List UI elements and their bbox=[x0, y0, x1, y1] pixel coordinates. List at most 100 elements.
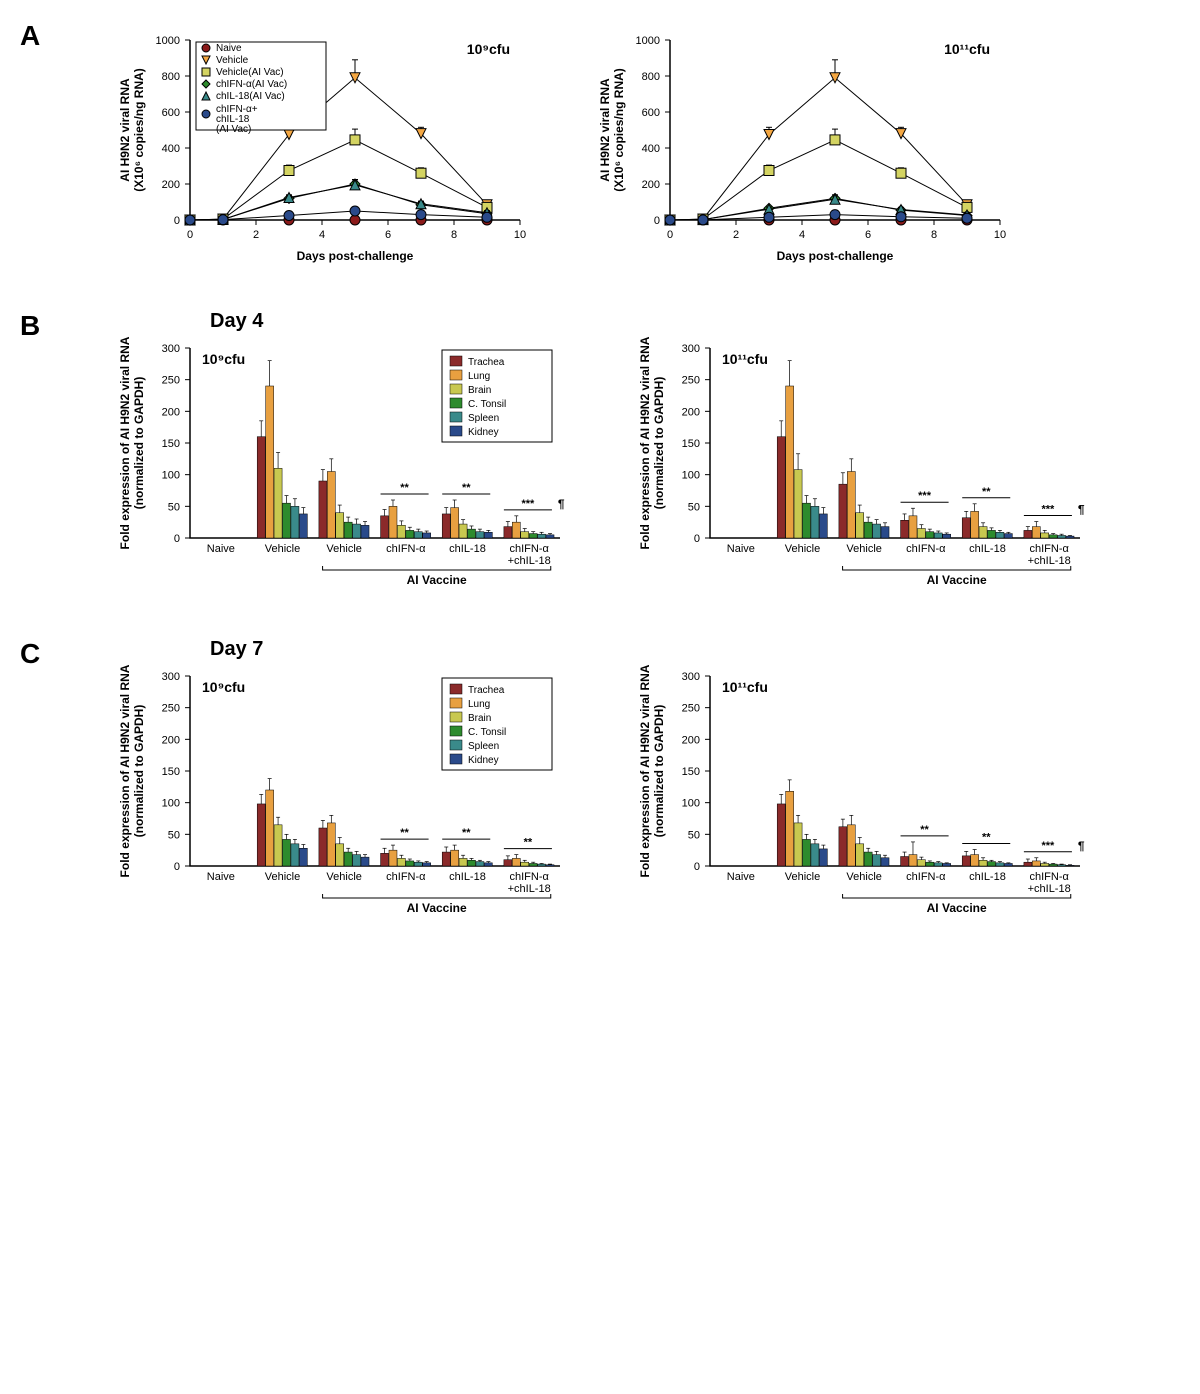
svg-text:Trachea: Trachea bbox=[468, 357, 505, 368]
svg-text:**: ** bbox=[400, 482, 409, 494]
svg-text:0: 0 bbox=[667, 229, 673, 241]
svg-text:chIL-18: chIL-18 bbox=[449, 871, 486, 883]
svg-text:0: 0 bbox=[187, 229, 193, 241]
svg-text:AI Vaccine: AI Vaccine bbox=[407, 573, 467, 587]
svg-text:chIFN-α: chIFN-α bbox=[386, 543, 426, 555]
svg-text:Brain: Brain bbox=[468, 385, 491, 396]
svg-text:+chIL-18: +chIL-18 bbox=[1028, 883, 1071, 895]
svg-text:Spleen: Spleen bbox=[468, 741, 499, 752]
svg-text:chIFN-α: chIFN-α bbox=[509, 543, 549, 555]
line-chart-a-left: 024681002004006008001000Days post-challe… bbox=[110, 20, 530, 280]
svg-text:chIL-18: chIL-18 bbox=[449, 543, 486, 555]
svg-text:8: 8 bbox=[931, 229, 937, 241]
svg-text:**: ** bbox=[982, 486, 991, 498]
svg-text:200: 200 bbox=[682, 406, 700, 418]
svg-text:AI Vaccine: AI Vaccine bbox=[927, 573, 987, 587]
svg-text:chIFN-α: chIFN-α bbox=[386, 871, 426, 883]
svg-text:Spleen: Spleen bbox=[468, 413, 499, 424]
svg-text:2: 2 bbox=[253, 229, 259, 241]
panel-b-label: B bbox=[20, 310, 60, 342]
svg-text:2: 2 bbox=[733, 229, 739, 241]
panel-a-row: A 024681002004006008001000Days post-chal… bbox=[20, 20, 1180, 280]
svg-text:¶: ¶ bbox=[558, 497, 565, 511]
svg-text:10¹¹cfu: 10¹¹cfu bbox=[944, 41, 990, 57]
svg-text:300: 300 bbox=[162, 671, 180, 683]
svg-text:Fold expression of AI H9N2 vir: Fold expression of AI H9N2 viral RNA(nor… bbox=[638, 336, 666, 549]
svg-text:0: 0 bbox=[174, 533, 180, 545]
svg-text:Brain: Brain bbox=[468, 713, 491, 724]
svg-text:200: 200 bbox=[162, 734, 180, 746]
svg-text:6: 6 bbox=[865, 229, 871, 241]
svg-text:Days post-challenge: Days post-challenge bbox=[777, 249, 894, 263]
panel-c-label: C bbox=[20, 638, 60, 670]
svg-text:Kidney: Kidney bbox=[468, 427, 499, 438]
svg-text:0: 0 bbox=[694, 861, 700, 873]
svg-text:200: 200 bbox=[642, 179, 660, 191]
svg-text:Fold expression of AI H9N2 vir: Fold expression of AI H9N2 viral RNA(nor… bbox=[638, 664, 666, 877]
bar-chart-b-right: 050100150200250300Fold expression of AI … bbox=[630, 328, 1090, 608]
svg-text:50: 50 bbox=[168, 501, 180, 513]
svg-text:100: 100 bbox=[682, 798, 700, 810]
svg-text:Vehicle: Vehicle bbox=[216, 55, 249, 66]
svg-text:50: 50 bbox=[168, 829, 180, 841]
svg-text:6: 6 bbox=[385, 229, 391, 241]
svg-text:Vehicle: Vehicle bbox=[846, 543, 881, 555]
svg-text:¶: ¶ bbox=[1078, 503, 1085, 517]
svg-text:chIL-18(AI Vac): chIL-18(AI Vac) bbox=[216, 91, 285, 102]
svg-text:8: 8 bbox=[451, 229, 457, 241]
svg-text:chIFN-α: chIFN-α bbox=[509, 871, 549, 883]
svg-text:Lung: Lung bbox=[468, 699, 490, 710]
panel-b-charts: 050100150200250300Fold expression of AI … bbox=[110, 328, 1090, 608]
svg-text:***: *** bbox=[1041, 840, 1055, 852]
svg-text:0: 0 bbox=[654, 215, 660, 227]
svg-text:100: 100 bbox=[682, 470, 700, 482]
svg-text:Naive: Naive bbox=[216, 43, 242, 54]
svg-text:**: ** bbox=[982, 832, 991, 844]
svg-text:**: ** bbox=[400, 827, 409, 839]
svg-text:600: 600 bbox=[162, 107, 180, 119]
svg-text:800: 800 bbox=[162, 71, 180, 83]
svg-text:Vehicle: Vehicle bbox=[785, 871, 820, 883]
svg-text:250: 250 bbox=[162, 375, 180, 387]
svg-text:250: 250 bbox=[682, 375, 700, 387]
svg-text:+chIL-18: +chIL-18 bbox=[508, 555, 551, 567]
svg-text:50: 50 bbox=[688, 501, 700, 513]
svg-text:AI Vaccine: AI Vaccine bbox=[407, 901, 467, 915]
bar-chart-b-left: 050100150200250300Fold expression of AI … bbox=[110, 328, 570, 608]
svg-text:Naive: Naive bbox=[727, 543, 755, 555]
svg-text:***: *** bbox=[521, 498, 535, 510]
svg-text:1000: 1000 bbox=[636, 35, 660, 47]
svg-text:Vehicle: Vehicle bbox=[326, 871, 361, 883]
svg-text:Fold expression of AI H9N2 vir: Fold expression of AI H9N2 viral RNA(nor… bbox=[118, 336, 146, 549]
svg-text:10⁹cfu: 10⁹cfu bbox=[202, 679, 245, 695]
panel-c-container: Day 7 050100150200250300Fold expression … bbox=[110, 638, 1090, 936]
svg-text:¶: ¶ bbox=[1078, 839, 1085, 853]
svg-text:400: 400 bbox=[642, 143, 660, 155]
svg-text:AI H9N2 viral RNA(X10⁶ copies/: AI H9N2 viral RNA(X10⁶ copies/ng RNA) bbox=[118, 68, 146, 192]
svg-text:***: *** bbox=[1041, 504, 1055, 516]
svg-text:(AI Vac): (AI Vac) bbox=[216, 124, 251, 135]
svg-text:chIFN-α(AI Vac): chIFN-α(AI Vac) bbox=[216, 79, 287, 90]
svg-text:10¹¹cfu: 10¹¹cfu bbox=[722, 351, 768, 367]
svg-text:Naive: Naive bbox=[207, 871, 235, 883]
svg-text:10¹¹cfu: 10¹¹cfu bbox=[722, 679, 768, 695]
svg-text:chIFN-α: chIFN-α bbox=[1029, 871, 1069, 883]
svg-text:C. Tonsil: C. Tonsil bbox=[468, 399, 506, 410]
svg-text:Naive: Naive bbox=[727, 871, 755, 883]
svg-text:150: 150 bbox=[162, 438, 180, 450]
svg-text:200: 200 bbox=[162, 406, 180, 418]
svg-text:AI Vaccine: AI Vaccine bbox=[927, 901, 987, 915]
svg-text:50: 50 bbox=[688, 829, 700, 841]
svg-text:250: 250 bbox=[682, 703, 700, 715]
panel-c-charts: 050100150200250300Fold expression of AI … bbox=[110, 656, 1090, 936]
svg-text:Lung: Lung bbox=[468, 371, 490, 382]
svg-text:Vehicle: Vehicle bbox=[326, 543, 361, 555]
svg-text:***: *** bbox=[918, 490, 932, 502]
line-chart-a-right: 024681002004006008001000Days post-challe… bbox=[590, 20, 1010, 280]
svg-text:100: 100 bbox=[162, 798, 180, 810]
svg-text:10: 10 bbox=[994, 229, 1006, 241]
svg-text:0: 0 bbox=[694, 533, 700, 545]
svg-text:C. Tonsil: C. Tonsil bbox=[468, 727, 506, 738]
svg-text:Fold expression of AI H9N2 vir: Fold expression of AI H9N2 viral RNA(nor… bbox=[118, 664, 146, 877]
svg-text:Vehicle: Vehicle bbox=[265, 543, 300, 555]
